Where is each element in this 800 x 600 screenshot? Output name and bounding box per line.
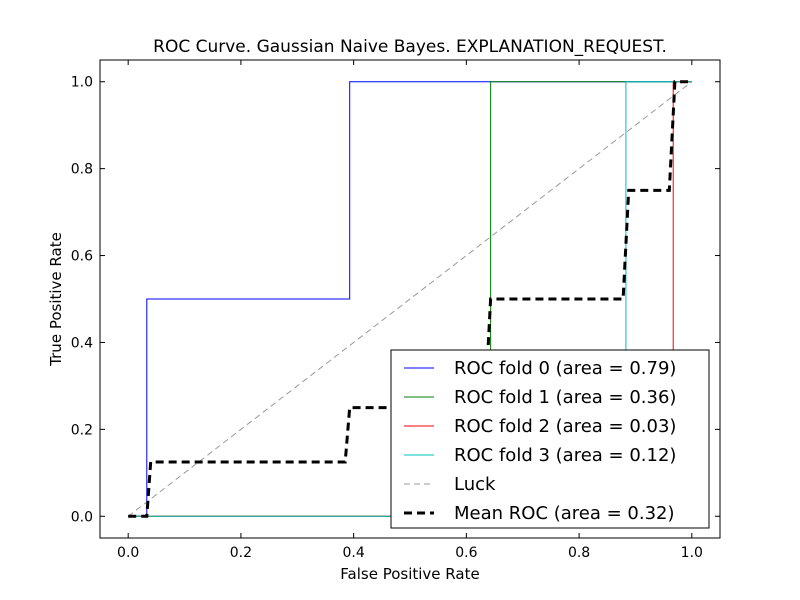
x-tick-label: 1.0 [681,545,703,561]
x-axis-label: False Positive Rate [340,565,479,583]
x-tick-label: 0.0 [117,545,139,561]
y-tick-label: 0.2 [71,422,93,438]
x-tick-label: 0.2 [230,545,252,561]
legend-box [390,349,710,529]
plot-frame [99,59,721,539]
y-axis-label: True Positive Rate [47,232,65,367]
legend-label-3: ROC fold 3 (area = 0.12) [454,445,676,466]
y-tick-label: 1.0 [71,75,93,91]
y-tick-label: 0.8 [71,162,93,178]
x-tick-label: 0.4 [343,545,365,561]
y-tick-label: 0.4 [71,335,93,351]
legend: ROC fold 0 (area = 0.79) ROC fold 1 (area… [390,349,710,529]
legend-label-2: ROC fold 2 (area = 0.03) [454,416,676,437]
legend-label-1: ROC fold 1 (area = 0.36) [454,387,676,408]
series-line-4 [127,81,693,517]
ticks-layer: 0.0 0.2 0.4 0.6 0.8 1.0 0.0 0.2 0.4 0.6 0.8 1.0 [71,60,720,561]
series-line-3 [128,81,692,517]
x-tick-label: 0.8 [568,545,590,561]
legend-label-5: Mean ROC (area = 0.32) [454,503,675,524]
y-tick-label: 0.6 [71,249,93,265]
chart-title: ROC Curve. Gaussian Naive Bayes. EXPLANA… [153,37,667,57]
y-tick-label: 0.0 [71,509,93,525]
legend-label-0: ROC fold 0 (area = 0.79) [454,358,676,379]
legend-label-4: Luck [454,474,496,495]
x-tick-label: 0.6 [455,545,477,561]
